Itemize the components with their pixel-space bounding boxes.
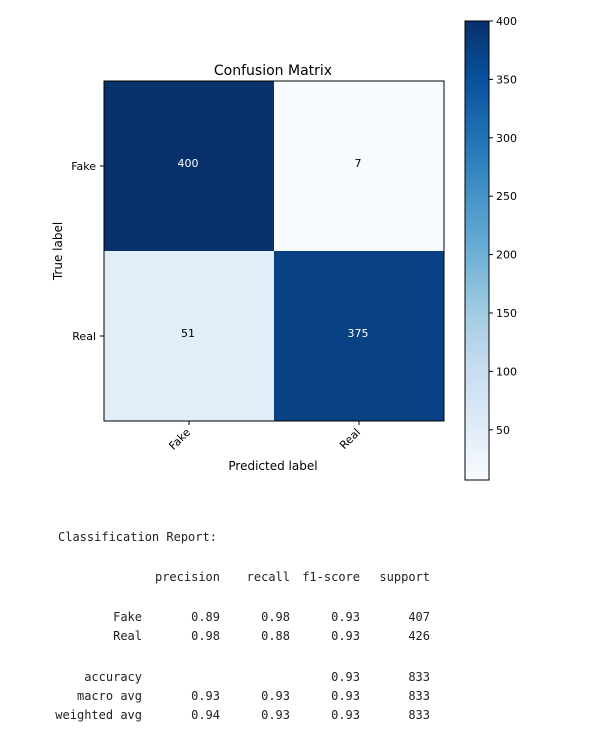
report-cell: 0.93 — [261, 708, 290, 722]
colorbar — [464, 20, 490, 481]
report-cell: 407 — [408, 610, 430, 624]
report-header-cell: support — [379, 570, 430, 584]
report-cell: 0.93 — [331, 629, 360, 643]
report-cell: 0.98 — [191, 629, 220, 643]
report-cell: 426 — [408, 629, 430, 643]
colorbar-tick-label: 250 — [496, 190, 517, 203]
report-cell: 833 — [408, 670, 430, 684]
chart-title: Confusion Matrix — [214, 63, 332, 79]
colorbar-tick-label: 200 — [496, 249, 517, 262]
report-cell: 0.93 — [191, 689, 220, 703]
report-cell: 0.98 — [261, 610, 290, 624]
report-row: Fake 0.89 0.98 0.93 407 — [58, 609, 438, 625]
report-cell: 0.93 — [331, 670, 360, 684]
colorbar-tick-label: 400 — [496, 15, 517, 28]
report-cell: 833 — [408, 708, 430, 722]
cell-value-label: 400 — [178, 157, 199, 170]
report-cell: 0.93 — [261, 689, 290, 703]
y-tick-label: Real — [72, 330, 96, 343]
report-row-label: Fake — [113, 610, 142, 624]
report-title: Classification Report: — [58, 530, 217, 544]
report-header-cell: precision — [154, 570, 220, 584]
colorbar-tick-label: 300 — [496, 132, 517, 145]
cell-fake-fake — [104, 81, 274, 251]
cell-real-real — [274, 251, 444, 421]
x-axis-label: Predicted label — [228, 459, 317, 473]
y-tick-label: Fake — [71, 160, 96, 173]
classification-report: Classification Report: precision recall f1… — [55, 529, 430, 722]
report-cell: 0.93 — [331, 689, 360, 703]
report-row-label: weighted avg — [55, 708, 142, 722]
report-row-label: accuracy — [84, 670, 142, 684]
report-header-row: precision recall f1-score support — [58, 569, 438, 585]
report-row: macro avg 0.93 0.93 0.93 833 — [58, 688, 438, 704]
report-cell: 0.93 — [331, 610, 360, 624]
cell-real-fake — [104, 251, 274, 421]
x-tick-label: Fake — [166, 426, 193, 453]
report-cell: 833 — [408, 689, 430, 703]
cell-value-label: 7 — [355, 157, 362, 170]
cell-value-label: 51 — [181, 327, 195, 340]
report-row: accuracy 0.93 833 — [58, 669, 438, 685]
report-header-cell: recall — [246, 570, 290, 584]
x-tick-label: Real — [337, 426, 363, 452]
report-row: weighted avg 0.94 0.93 0.93 833 — [55, 707, 438, 723]
colorbar-tick-label: 50 — [496, 424, 510, 437]
report-row-label: macro avg — [76, 689, 142, 703]
report-cell: 0.93 — [331, 708, 360, 722]
y-axis-label: True label — [51, 222, 65, 281]
colorbar-tick-label: 150 — [496, 307, 517, 320]
colorbar-tick-label: 350 — [496, 73, 517, 86]
confusion-matrix-figure: Confusion Matrix 400 7 51 375 Fake Real Fake R… — [51, 15, 517, 481]
report-cell: 0.89 — [191, 610, 220, 624]
report-cell: 0.94 — [191, 708, 220, 722]
report-row: Real 0.98 0.88 0.93 426 — [58, 628, 438, 644]
cell-fake-real — [274, 81, 444, 251]
report-row-label: Real — [113, 629, 142, 643]
colorbar-tick-label: 100 — [496, 365, 517, 378]
report-header-cell: f1-score — [302, 570, 360, 584]
report-cell: 0.88 — [261, 629, 290, 643]
plot-frame — [103, 80, 445, 422]
cell-value-label: 375 — [348, 327, 369, 340]
